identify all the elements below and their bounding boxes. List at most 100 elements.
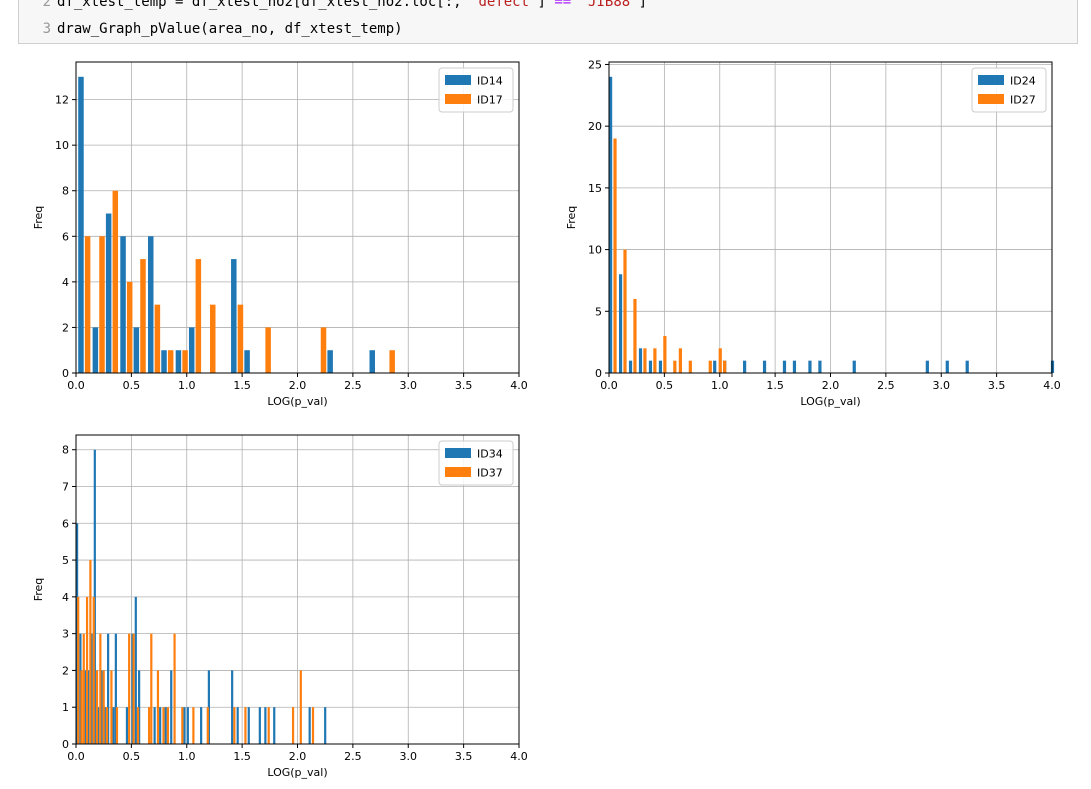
bar-id24 bbox=[618, 274, 623, 373]
bar-id24 bbox=[762, 360, 767, 373]
x-tick-label: 2.5 bbox=[344, 379, 362, 392]
bar-id17 bbox=[389, 350, 395, 373]
bar-id34 bbox=[247, 707, 250, 744]
notebook-code-cell[interactable]: 2 df_xtest_temp = df_xtest_no2[df_xtest_n… bbox=[0, 0, 1091, 45]
bar-id24 bbox=[965, 360, 969, 373]
code-line-3[interactable]: 3 draw_Graph_pValue(area_no, df_xtest_tem… bbox=[19, 19, 1077, 39]
x-tick-label: 2.0 bbox=[289, 750, 307, 763]
y-tick-label: 25 bbox=[588, 58, 602, 71]
y-tick-label: 0 bbox=[62, 738, 69, 751]
bar-id17 bbox=[320, 327, 327, 373]
bar-id37 bbox=[244, 707, 247, 744]
x-tick-label: 3.5 bbox=[988, 379, 1006, 392]
bar-id24 bbox=[792, 360, 797, 373]
bar-id27 bbox=[678, 348, 682, 373]
bar-id14 bbox=[369, 350, 375, 373]
y-tick-label: 8 bbox=[62, 444, 69, 457]
bar-id37 bbox=[311, 707, 315, 744]
bar-id27 bbox=[613, 138, 617, 373]
bar-id34 bbox=[112, 707, 115, 744]
code-text: df_xtest_temp = df_xtest_no2[df_xtest_no… bbox=[57, 0, 471, 10]
code-text: draw_Graph_pValue(area_no, df_xtest_temp… bbox=[57, 21, 403, 37]
bar-id34 bbox=[87, 670, 90, 744]
legend-label-id17: ID17 bbox=[477, 94, 503, 107]
bar-id37 bbox=[110, 670, 113, 744]
bar-id24 bbox=[638, 348, 643, 373]
bar-id34 bbox=[159, 707, 162, 744]
code-string: 'JIB88' bbox=[579, 0, 639, 10]
bar-id27 bbox=[643, 348, 647, 373]
y-tick-label: 10 bbox=[55, 139, 69, 152]
bar-id24 bbox=[818, 360, 822, 373]
bar-id17 bbox=[210, 304, 216, 373]
bar-id37 bbox=[128, 633, 131, 744]
bar-id34 bbox=[107, 633, 110, 744]
x-tick-label: 1.0 bbox=[178, 750, 196, 763]
bar-id34 bbox=[164, 707, 167, 744]
bar-id14 bbox=[92, 327, 99, 373]
x-tick-label: 2.0 bbox=[822, 379, 840, 392]
bar-id34 bbox=[79, 633, 82, 744]
bar-id34 bbox=[200, 707, 203, 744]
x-tick-label: 0.5 bbox=[123, 379, 141, 392]
code-line-2[interactable]: 2 df_xtest_temp = df_xtest_no2[df_xtest_n… bbox=[19, 0, 1077, 12]
bar-id37 bbox=[77, 596, 80, 744]
y-axis-label: Freq bbox=[32, 206, 45, 230]
y-tick-label: 3 bbox=[62, 628, 69, 641]
bar-id14 bbox=[105, 213, 112, 373]
bar-id34 bbox=[186, 707, 189, 744]
bar-id17 bbox=[167, 350, 174, 373]
chart-2: 0.0 0.5 1.0 1.5 2.0 2.5 3.0 3.5 4.0 0 5 10 15 20 25 LOG… bbox=[565, 58, 1061, 408]
bar-id17 bbox=[126, 281, 133, 373]
bar-id37 bbox=[267, 707, 270, 744]
bar-id37 bbox=[136, 707, 140, 744]
bar-id37 bbox=[299, 670, 302, 744]
bar-id34 bbox=[264, 707, 267, 744]
bar-id14 bbox=[188, 327, 195, 373]
code-operator: == bbox=[554, 0, 572, 10]
bar-id24 bbox=[658, 360, 663, 373]
bar-id37 bbox=[82, 633, 85, 744]
bar-id27 bbox=[708, 360, 712, 373]
bar-id14 bbox=[244, 350, 250, 373]
bar-id14 bbox=[147, 236, 154, 373]
bar-id37 bbox=[233, 707, 236, 744]
legend-swatch-id17 bbox=[445, 94, 471, 104]
bar-id14 bbox=[175, 350, 182, 373]
y-tick-label: 6 bbox=[62, 230, 69, 243]
y-tick-label: 15 bbox=[588, 182, 602, 195]
x-tick-label: 4.0 bbox=[1043, 379, 1061, 392]
x-tick-label: 3.5 bbox=[455, 379, 473, 392]
x-tick-label: 1.5 bbox=[766, 379, 784, 392]
bar-id37 bbox=[162, 707, 165, 744]
y-tick-label: 0 bbox=[595, 367, 602, 380]
bar-id34 bbox=[308, 707, 311, 744]
x-tick-label: 4.0 bbox=[510, 750, 528, 763]
bar-id37 bbox=[147, 707, 151, 744]
bar-id37 bbox=[85, 596, 89, 744]
code-string: 'defect' bbox=[470, 0, 538, 10]
bar-id34 bbox=[100, 670, 103, 744]
bar-id27 bbox=[673, 360, 677, 373]
bar-id27 bbox=[663, 335, 667, 373]
bar-id34 bbox=[125, 707, 129, 744]
legend: ID14 ID17 bbox=[438, 67, 514, 113]
bar-id24 bbox=[852, 360, 856, 373]
bar-id24 bbox=[945, 360, 949, 373]
bar-id24 bbox=[743, 360, 747, 373]
chart-3: 0.0 0.5 1.0 1.5 2.0 2.5 3.0 3.5 4.0 0 1 2 3 4 5 6 7 8 LOG(… bbox=[32, 434, 528, 779]
y-tick-label: 5 bbox=[595, 305, 602, 318]
bar-id24 bbox=[808, 360, 812, 373]
y-tick-label: 2 bbox=[62, 664, 69, 677]
bar-id14 bbox=[133, 327, 140, 373]
bar-id34 bbox=[90, 633, 93, 744]
code-editor[interactable]: 2 df_xtest_temp = df_xtest_no2[df_xtest_n… bbox=[18, 0, 1078, 44]
y-tick-label: 12 bbox=[55, 94, 69, 107]
bar-id17 bbox=[112, 190, 119, 373]
legend-label-id37: ID37 bbox=[477, 467, 503, 480]
bar-id17 bbox=[154, 304, 161, 373]
x-tick-label: 0.0 bbox=[67, 750, 85, 763]
x-tick-label: 1.5 bbox=[233, 750, 251, 763]
legend-label-id34: ID34 bbox=[477, 448, 503, 461]
y-tick-label: 6 bbox=[62, 517, 69, 530]
